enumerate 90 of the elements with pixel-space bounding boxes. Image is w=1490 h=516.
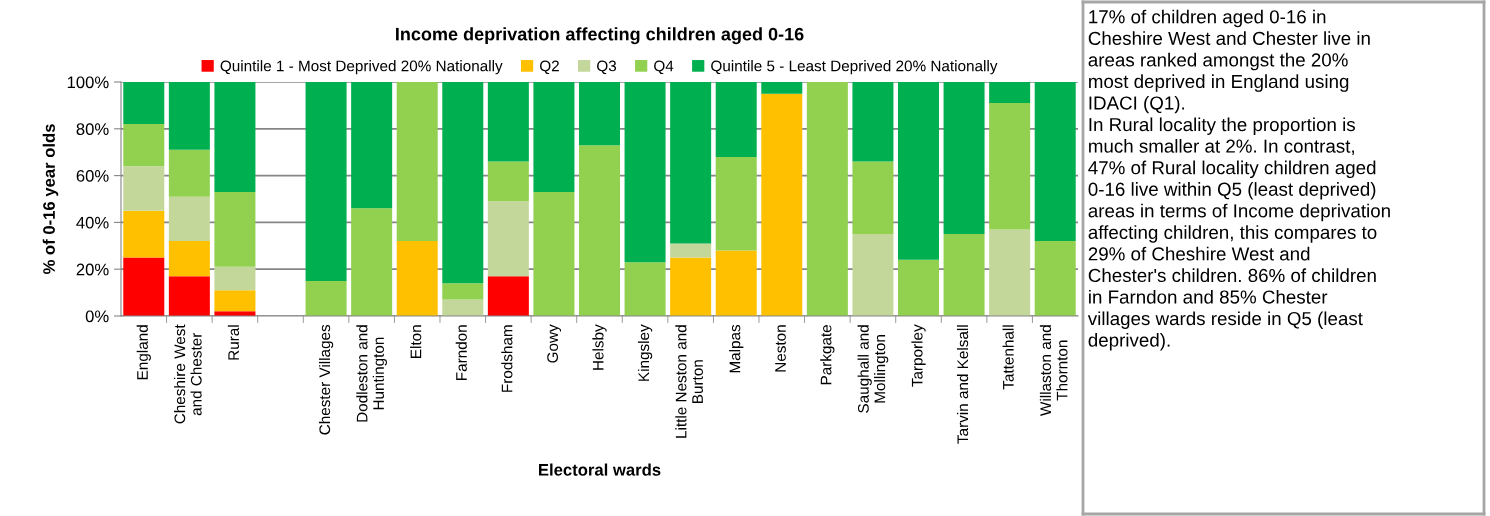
bar <box>214 191 256 267</box>
legend-label: Quintile 5 - Least Deprived 20% Nationally <box>711 60 998 75</box>
x-tick-label: Farndon <box>455 325 467 380</box>
bar <box>442 82 484 284</box>
bar <box>989 229 1031 316</box>
y-tick-label: 20% <box>76 263 109 276</box>
x-tick-label: Tarporley <box>911 324 926 387</box>
x-tick-label: Chester Villages <box>318 324 334 435</box>
x-tick-label: Tattenhall <box>1002 325 1014 390</box>
bar <box>168 82 210 150</box>
x-tick-label: Kingsley <box>637 324 653 381</box>
bar <box>670 243 712 258</box>
bar <box>123 124 165 167</box>
bar <box>1034 82 1076 242</box>
legend-label: Q4 <box>654 60 674 75</box>
bar <box>852 234 894 316</box>
bar <box>168 149 210 197</box>
x-tick-label: Malpas <box>729 324 744 373</box>
y-axis-title: % of 0-16 year olds <box>42 124 59 275</box>
bar <box>487 161 529 202</box>
legend-label: Q3 <box>597 60 617 75</box>
legend-label: Q2 <box>540 60 559 75</box>
x-tick-label: Elton <box>410 325 422 358</box>
bar <box>670 257 712 316</box>
bar <box>806 82 848 316</box>
bar <box>123 82 165 125</box>
bar <box>670 82 712 244</box>
bar <box>214 266 256 291</box>
bar <box>442 283 484 300</box>
bar <box>305 82 347 281</box>
x-tick-label: Helsby <box>592 324 607 370</box>
bar <box>123 257 165 316</box>
bar <box>168 196 210 242</box>
y-tick-label: 80% <box>76 123 109 135</box>
x-tick-label: Little Neston and Burton <box>675 325 703 438</box>
x-tick-label: Dodleston and Huntington <box>356 325 387 422</box>
x-tick-label: Saughall and Mollington <box>857 325 889 413</box>
bar <box>442 299 484 316</box>
bar <box>168 276 210 316</box>
x-tick-label: Cheshire West and Chester <box>174 324 202 424</box>
bar <box>715 82 757 157</box>
y-tick-label: 100% <box>67 76 109 89</box>
bar <box>168 241 210 277</box>
bar <box>214 82 256 192</box>
bar <box>761 82 803 94</box>
x-tick-label: England <box>136 325 151 380</box>
bar <box>123 166 165 211</box>
bar <box>351 208 393 316</box>
bar <box>761 93 803 316</box>
legend-label: Quintile 1 - Most Deprived 20% Nationally <box>220 60 503 75</box>
bar <box>487 201 529 277</box>
bar <box>943 82 985 235</box>
bar <box>1034 241 1076 316</box>
y-tick-label: 60% <box>76 170 109 182</box>
y-tick-label: 0% <box>85 310 109 323</box>
bar <box>989 103 1031 230</box>
bar <box>715 250 757 316</box>
x-tick-label: Parkgate <box>820 325 835 385</box>
bar <box>123 210 165 258</box>
bar <box>305 280 347 316</box>
x-tick-label: Frodsham <box>501 325 513 392</box>
bar <box>943 234 985 316</box>
bar <box>396 82 438 242</box>
bar <box>533 191 575 316</box>
x-tick-label: Rural <box>227 325 240 360</box>
bar <box>852 161 894 235</box>
bar <box>533 82 575 192</box>
bar <box>487 82 529 162</box>
x-tick-label: Neston <box>775 325 786 372</box>
bar <box>214 290 256 312</box>
bar <box>396 241 438 316</box>
bar <box>351 82 393 209</box>
x-tick-label: Willaston and Thornton <box>1039 325 1068 416</box>
bar <box>578 82 621 146</box>
chart-title: Income deprivation affecting children aged 0-16 <box>396 27 804 45</box>
bar <box>897 82 940 260</box>
bar <box>578 145 621 316</box>
bar <box>624 262 666 316</box>
x-tick-label: Tarvin and Kelsall <box>956 325 969 444</box>
text: 17% of children aged 0-16 in Cheshire West and Chester live in areas ranked amongst the 20% most deprived in England using IDACI (Q1). <box>1088 9 1370 114</box>
bar <box>852 82 894 162</box>
x-tick-label: Gowy <box>547 324 562 363</box>
bar <box>989 82 1031 104</box>
text: In Rural locality the proportion is much smaller at 2%. In contrast, 47% of Rural locality children aged 0-16 live within Q5 (least deprived) areas in terms of Income deprivation affecting children, this compares to 29% of Cheshire West and Chester's children. 86% of children in Farndon and 85% Chester villages wards reside in Q5 (least deprived). <box>1087 117 1390 351</box>
bar <box>897 259 940 316</box>
x-axis-title: Electoral wards <box>539 463 661 476</box>
y-tick-label: 40% <box>76 216 109 229</box>
bar <box>487 276 529 316</box>
bar <box>715 156 757 251</box>
bar <box>624 82 666 263</box>
